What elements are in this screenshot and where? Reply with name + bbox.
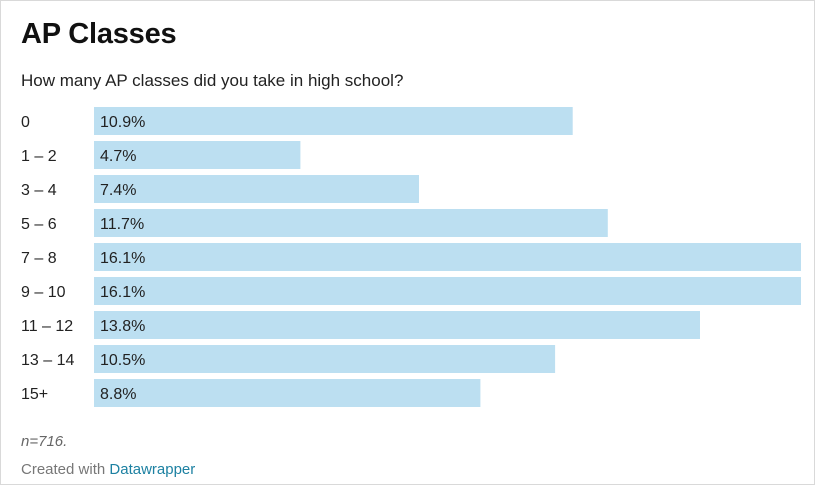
bar[interactable]: [94, 175, 419, 203]
category-label: 9 – 10: [21, 284, 66, 301]
chart-subtitle: How many AP classes did you take in high…: [21, 71, 404, 90]
bar-value-label: 8.8%: [100, 386, 136, 403]
bar-value-label: 7.4%: [100, 182, 136, 199]
bar-value-label: 4.7%: [100, 148, 136, 165]
chart-title: AP Classes: [21, 18, 177, 50]
bar-value-label: 10.5%: [100, 352, 145, 369]
bar[interactable]: [94, 107, 573, 135]
category-label: 15+: [21, 386, 48, 403]
bar-value-label: 16.1%: [100, 250, 145, 267]
category-label: 1 – 2: [21, 148, 57, 165]
category-label: 11 – 12: [21, 318, 73, 335]
bar[interactable]: [94, 243, 801, 271]
category-label: 5 – 6: [21, 216, 57, 233]
category-label: 0: [21, 114, 30, 131]
credit-prefix: Created with: [21, 461, 106, 478]
category-label: 3 – 4: [21, 182, 57, 199]
bar[interactable]: [94, 141, 301, 169]
bar-value-label: 16.1%: [100, 284, 145, 301]
bar[interactable]: [94, 311, 700, 339]
bar-value-label: 11.7%: [100, 216, 144, 233]
bar[interactable]: [94, 345, 556, 373]
bar[interactable]: [94, 277, 801, 305]
category-label: 13 – 14: [21, 352, 74, 369]
bar[interactable]: [94, 379, 481, 407]
datawrapper-link[interactable]: Datawrapper: [109, 461, 196, 478]
sample-size-note: n=716.: [21, 433, 68, 450]
category-label: 7 – 8: [21, 250, 57, 267]
credit-line: Created with Datawrapper: [21, 461, 195, 478]
bar-value-label: 13.8%: [100, 318, 145, 335]
bar-value-label: 10.9%: [100, 114, 145, 131]
bar[interactable]: [94, 209, 608, 237]
